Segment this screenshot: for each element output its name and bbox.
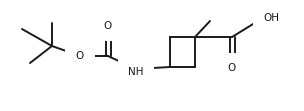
Text: O: O — [104, 21, 112, 31]
Text: NH: NH — [128, 67, 144, 77]
Text: O: O — [228, 63, 236, 73]
Text: OH: OH — [263, 13, 279, 23]
Text: O: O — [76, 51, 84, 61]
